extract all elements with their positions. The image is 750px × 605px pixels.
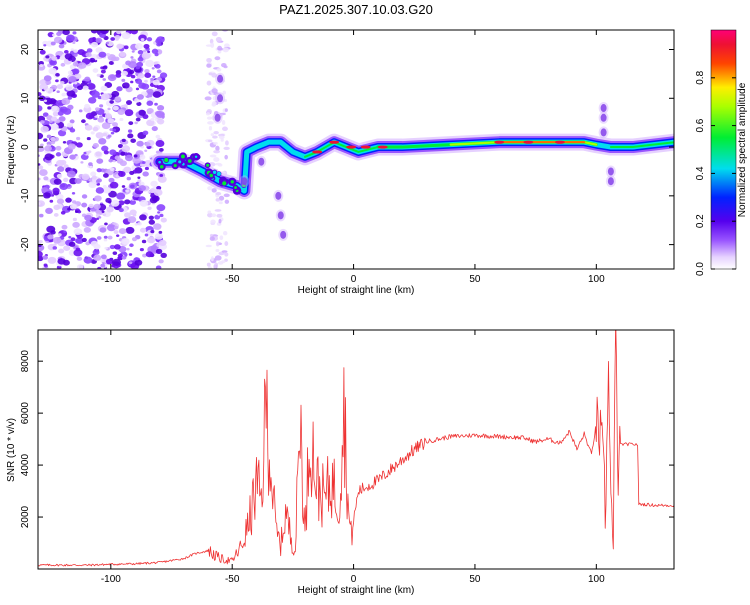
snr-frame	[37, 329, 675, 570]
snr-ytick-label: 4000	[20, 454, 31, 477]
spectrogram-xtick-label: -50	[225, 274, 240, 285]
spectrogram-image	[38, 30, 674, 269]
snr-xtick-label: 100	[588, 574, 605, 585]
snr-ytick-label: 2000	[20, 505, 31, 528]
colorbar: 0.0 0.2 0.4 0.6 0.8 Normalized spectral ampl…	[695, 29, 748, 276]
spectrogram-xtick-label: 0	[351, 274, 357, 285]
spectrogram-xtick-label: -100	[101, 274, 121, 285]
snr-panel: -100 -50 0 50 100 2000 4000 6000 8000 Height of …	[6, 329, 675, 596]
colorbar-tick-label: 0.2	[695, 214, 706, 228]
spectrogram-frame	[37, 29, 675, 270]
colorbar-tick-label: 0.8	[695, 70, 706, 84]
chart-title: PAZ1.2025.307.10.03.G20	[279, 2, 433, 17]
snr-ticks: -100 -50 0 50 100 2000 4000 6000 8000	[20, 330, 674, 585]
snr-series-line	[38, 330, 674, 567]
colorbar-label: Normalized spectral amplitude	[737, 82, 748, 217]
snr-ytick-label: 6000	[20, 402, 31, 425]
snr-ytick-label: 8000	[20, 350, 31, 373]
colorbar-tick-label: 0.4	[695, 166, 706, 180]
snr-xtick-label: 50	[469, 574, 481, 585]
colorbar-tick-label: 0.6	[695, 118, 706, 132]
spectrogram-xtick-label: 50	[469, 274, 481, 285]
spectrogram-xlabel: Height of straight line (km)	[298, 285, 415, 296]
spectrogram-xtick-label: 100	[588, 274, 605, 285]
colorbar-tick-label: 0.0	[695, 262, 706, 276]
snr-xtick-label: -100	[101, 574, 121, 585]
spectrogram-ylabel: Frequency (Hz)	[6, 116, 17, 185]
colorbar-gradient	[710, 29, 737, 270]
snr-xlabel: Height of straight line (km)	[298, 585, 415, 596]
snr-xtick-label: -50	[225, 574, 240, 585]
spectrogram-ytick-label: 20	[20, 44, 31, 56]
spectrogram-ytick-label: 10	[20, 92, 31, 104]
snr-xtick-label: 0	[351, 574, 357, 585]
spectrogram-ytick-label: 0	[20, 144, 31, 150]
snr-ylabel: SNR (10 * v/v)	[6, 418, 17, 482]
colorbar-ticks: 0.0 0.2 0.4 0.6 0.8	[695, 70, 736, 276]
spectrogram-ytick-label: -10	[20, 188, 31, 203]
spectrogram-ytick-label: -20	[20, 237, 31, 252]
